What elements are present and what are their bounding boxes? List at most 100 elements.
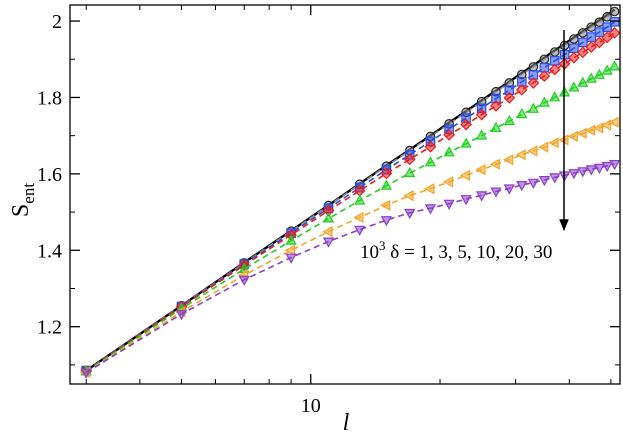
marker [539,54,550,65]
marker [549,91,561,102]
marker [353,211,364,224]
marker [175,310,188,321]
marker [459,169,470,182]
dashed-line [85,163,615,374]
y-tick-label: 1.4 [37,240,62,262]
marker [443,146,455,157]
marker [527,77,540,89]
marker [608,160,620,171]
marker [539,62,550,73]
marker [504,85,515,96]
marker [548,137,559,149]
plot-frame [69,4,621,385]
marker [443,199,455,210]
marker [577,37,588,48]
marker [476,103,487,114]
marker [380,199,391,211]
marker [549,173,561,184]
y-tick-label: 2 [52,11,62,33]
marker [354,194,366,205]
marker [586,22,597,32]
marker [527,102,540,113]
marker [380,216,393,227]
marker [503,184,515,195]
marker [549,47,560,57]
marker [576,46,589,59]
marker [490,99,502,112]
annotation-sup: 3 [379,238,386,253]
marker [322,237,335,248]
marker [568,81,580,92]
marker [490,121,502,132]
marker [538,141,549,153]
marker [567,130,578,143]
y-tick-label: 1.2 [37,317,62,339]
marker [528,62,539,72]
marker [380,179,393,190]
marker [593,36,606,49]
marker [515,149,526,161]
marker [503,154,514,166]
marker [424,156,437,167]
marker [577,28,588,38]
marker [460,118,472,131]
marker [538,176,551,187]
annotation-text: δ = 1, 3, 5, 10, 20, 30 [386,242,553,263]
marker [489,158,500,170]
y-axis-label: Sent [8,183,38,217]
marker [424,140,437,153]
marker [516,76,527,87]
marker [461,113,471,123]
marker [528,70,539,80]
plot-area [79,6,620,379]
marker [475,191,488,202]
marker [475,129,488,140]
marker [442,176,454,188]
marker [609,17,620,27]
marker [593,122,604,134]
marker [576,127,587,140]
marker [569,43,579,54]
marker [403,189,414,202]
marker [568,169,580,180]
marker [593,163,606,175]
y-tick-label: 1.6 [37,164,62,186]
marker [460,195,472,206]
x-axis-label: l [343,410,350,434]
marker [80,368,92,379]
marker [322,212,335,223]
marker [548,63,561,76]
marker [585,72,597,83]
marker [601,31,614,44]
marker [585,41,598,53]
marker [354,225,366,236]
marker [516,181,528,192]
marker [538,96,551,107]
marker [285,234,297,245]
y-axis-label-sub: ent [19,183,38,204]
annotation: 103 δ = 1, 3, 5, 10, 20, 30 [360,238,552,263]
marker [424,183,435,195]
marker [516,107,528,119]
marker [593,68,606,79]
marker [577,167,589,178]
marker [238,275,250,286]
marker [608,116,619,128]
marker [475,108,488,121]
marker [527,145,538,157]
marker [424,204,437,215]
marker [403,153,416,166]
marker [503,114,515,126]
marker [577,76,589,87]
marker [284,244,296,256]
marker [568,51,580,64]
marker [475,163,486,176]
y-tick-label: 1.8 [37,87,62,109]
marker [515,83,528,96]
marker [586,32,597,42]
marker [585,165,597,176]
marker [404,208,416,220]
marker [322,225,333,238]
marker [527,178,540,189]
